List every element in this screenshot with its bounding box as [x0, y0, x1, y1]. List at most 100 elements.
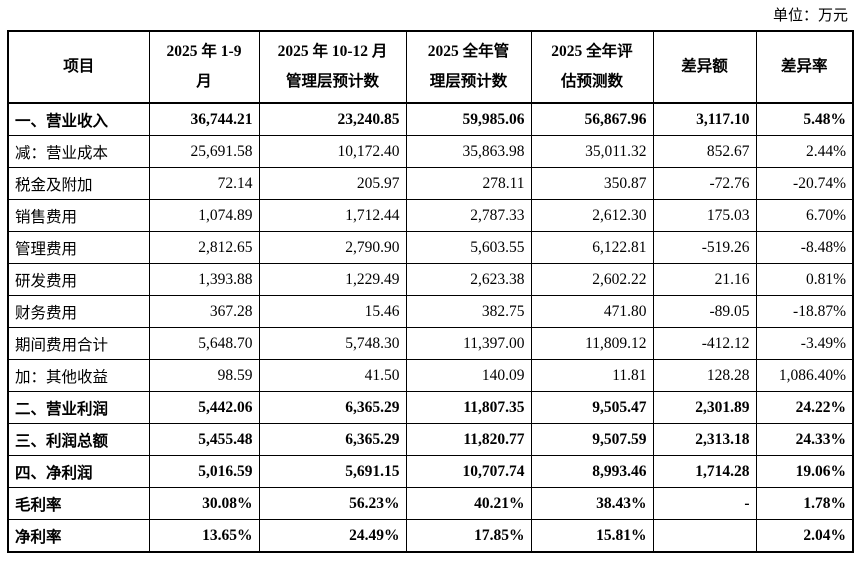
row-label: 二、营业利润 — [7, 391, 150, 424]
column-header: 2025 全年评估预测数 — [530, 30, 654, 104]
cell: 56.23% — [258, 487, 407, 520]
cell: 2,301.89 — [652, 391, 757, 424]
cell: 30.08% — [148, 487, 260, 520]
cell: 2,602.22 — [530, 263, 654, 296]
cell: 24.22% — [755, 391, 854, 424]
row-label: 净利率 — [7, 519, 150, 553]
cell: 24.33% — [755, 423, 854, 456]
cell: -72.76 — [652, 167, 757, 200]
cell — [652, 519, 757, 553]
cell: 350.87 — [530, 167, 654, 200]
unit-label: 单位：万元 — [772, 8, 848, 24]
cell: 471.80 — [530, 295, 654, 328]
cell: 367.28 — [148, 295, 260, 328]
row-label: 毛利率 — [7, 487, 150, 520]
cell: 1,086.40% — [755, 359, 854, 392]
cell: 1,712.44 — [258, 199, 407, 232]
row-label: 加：其他收益 — [7, 359, 150, 392]
cell: 23,240.85 — [258, 102, 407, 136]
cell: -8.48% — [755, 231, 854, 264]
comparison-table: 项目 2025 年 1-9 月 2025 年 10-12 月管理层预计数 2025 全… — [7, 30, 854, 553]
cell: 15.46 — [258, 295, 407, 328]
cell: 2,790.90 — [258, 231, 407, 264]
cell: 2,623.38 — [405, 263, 532, 296]
row-label: 销售费用 — [7, 199, 150, 232]
row-label: 四、净利润 — [7, 455, 150, 488]
table-row: 二、营业利润 5,442.06 6,365.29 11,807.35 9,505.47 2… — [7, 391, 854, 424]
cell: 2.04% — [755, 519, 854, 553]
cell: 175.03 — [652, 199, 757, 232]
column-header: 差异额 — [652, 30, 757, 104]
cell: 35,863.98 — [405, 135, 532, 168]
table-row: 管理费用 2,812.65 2,790.90 5,603.55 6,122.81 -519… — [7, 231, 854, 264]
cell: 852.67 — [652, 135, 757, 168]
header-row: 项目 2025 年 1-9 月 2025 年 10-12 月管理层预计数 2025 全… — [7, 30, 854, 104]
row-label: 税金及附加 — [7, 167, 150, 200]
cell: 41.50 — [258, 359, 407, 392]
cell: 11.81 — [530, 359, 654, 392]
cell: 382.75 — [405, 295, 532, 328]
cell: 24.49% — [258, 519, 407, 553]
cell: 1.78% — [755, 487, 854, 520]
cell: 1,074.89 — [148, 199, 260, 232]
cell: 11,397.00 — [405, 327, 532, 360]
cell: -20.74% — [755, 167, 854, 200]
cell: 1,229.49 — [258, 263, 407, 296]
row-label: 三、利润总额 — [7, 423, 150, 456]
cell: 6,365.29 — [258, 423, 407, 456]
table-row: 毛利率 30.08% 56.23% 40.21% 38.43% -1.78% — [7, 487, 854, 520]
cell: 21.16 — [652, 263, 757, 296]
cell: 6.70% — [755, 199, 854, 232]
table-row: 税金及附加 72.14 205.97 278.11 350.87 -72.76 -20.74… — [7, 167, 854, 200]
row-label: 财务费用 — [7, 295, 150, 328]
cell: 5,455.48 — [148, 423, 260, 456]
cell: 5,603.55 — [405, 231, 532, 264]
cell: -3.49% — [755, 327, 854, 360]
row-label: 研发费用 — [7, 263, 150, 296]
cell: 19.06% — [755, 455, 854, 488]
cell: 2.44% — [755, 135, 854, 168]
row-label: 一、营业收入 — [7, 102, 150, 136]
cell: 0.81% — [755, 263, 854, 296]
column-header: 2025 年 1-9 月 — [148, 30, 260, 104]
row-label: 管理费用 — [7, 231, 150, 264]
cell: 10,172.40 — [258, 135, 407, 168]
table-row: 净利率 13.65% 24.49% 17.85% 15.81% 2.04% — [7, 519, 854, 553]
cell: 5,442.06 — [148, 391, 260, 424]
cell: 98.59 — [148, 359, 260, 392]
cell: 5,691.15 — [258, 455, 407, 488]
cell: 2,812.65 — [148, 231, 260, 264]
cell: 13.65% — [148, 519, 260, 553]
cell: 6,365.29 — [258, 391, 407, 424]
cell: 40.21% — [405, 487, 532, 520]
row-label: 期间费用合计 — [7, 327, 150, 360]
cell: 10,707.74 — [405, 455, 532, 488]
cell: 2,313.18 — [652, 423, 757, 456]
cell: -18.87% — [755, 295, 854, 328]
cell: 11,807.35 — [405, 391, 532, 424]
cell: 6,122.81 — [530, 231, 654, 264]
cell: 17.85% — [405, 519, 532, 553]
cell: 56,867.96 — [530, 102, 654, 136]
cell: 278.11 — [405, 167, 532, 200]
cell: 15.81% — [530, 519, 654, 553]
table-row: 减：营业成本 25,691.58 10,172.40 35,863.98 35,011.… — [7, 135, 854, 168]
column-header: 项目 — [7, 30, 150, 104]
cell: 8,993.46 — [530, 455, 654, 488]
cell: 11,820.77 — [405, 423, 532, 456]
cell: 1,393.88 — [148, 263, 260, 296]
cell: 5,016.59 — [148, 455, 260, 488]
cell: 205.97 — [258, 167, 407, 200]
cell: 2,787.33 — [405, 199, 532, 232]
table-row: 销售费用 1,074.89 1,712.44 2,787.33 2,612.30 175.… — [7, 199, 854, 232]
column-header: 差异率 — [755, 30, 854, 104]
cell: 35,011.32 — [530, 135, 654, 168]
cell: -412.12 — [652, 327, 757, 360]
cell: - — [652, 487, 757, 520]
cell: 36,744.21 — [148, 102, 260, 136]
cell: 72.14 — [148, 167, 260, 200]
column-header: 2025 年 10-12 月管理层预计数 — [258, 30, 407, 104]
column-header: 2025 全年管理层预计数 — [405, 30, 532, 104]
table-row: 加：其他收益 98.59 41.50 140.09 11.81 128.28 1,086.4… — [7, 359, 854, 392]
cell: 38.43% — [530, 487, 654, 520]
